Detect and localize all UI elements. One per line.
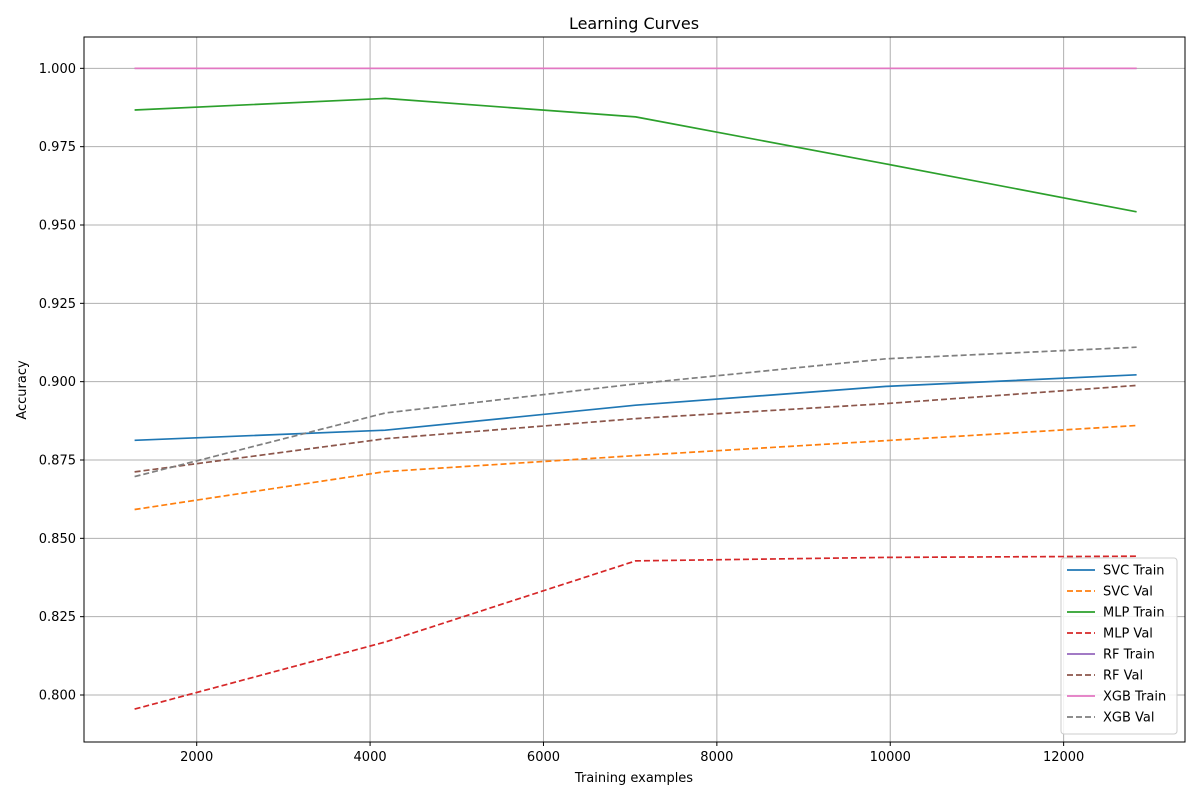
y-tick-label: 0.900 [39,375,76,390]
y-tick-label: 0.850 [39,532,76,547]
x-tick-label: 10000 [870,750,911,765]
y-tick-label: 0.925 [39,297,76,312]
x-tick-label: 4000 [354,750,387,765]
legend: SVC Train SVC Val MLP Train MLP Val RF Train… [1060,557,1178,735]
legend-box [1060,557,1178,735]
legend-label: XGB Val [1103,711,1155,726]
legend-label: SVC Val [1103,585,1153,600]
legend-label: MLP Train [1103,606,1165,621]
y-tick-label: 0.875 [39,454,76,469]
axis-ticks: 2000 4000 6000 8000 10000 12000 0.800 0.825 0.85… [39,62,1085,765]
series-line-mlp-train [134,97,1137,213]
legend-label: MLP Val [1103,627,1153,642]
x-tick-label: 6000 [527,750,560,765]
x-axis-label: Training examples [574,771,693,786]
legend-label: RF Val [1103,669,1143,684]
x-tick-label: 8000 [700,750,733,765]
series-line-rf-val [134,384,1137,473]
grid-lines [84,37,1185,742]
y-tick-label: 1.000 [39,62,76,77]
y-tick-label: 0.825 [39,610,76,625]
y-tick-label: 0.975 [39,140,76,155]
x-tick-label: 2000 [180,750,213,765]
y-tick-label: 0.800 [39,689,76,704]
series-line-mlp-val [134,555,1137,710]
series-lines [134,67,1137,710]
y-tick-label: 0.950 [39,219,76,234]
series-line-xgb-val [134,346,1137,478]
series-line-svc-train [134,373,1137,442]
legend-label: RF Train [1103,648,1155,663]
y-axis-label: Accuracy [15,360,30,420]
chart-title: Learning Curves [569,14,699,33]
series-line-svc-val [134,424,1137,511]
x-tick-label: 12000 [1043,750,1084,765]
legend-label: SVC Train [1103,564,1165,579]
plot-frame [83,36,1186,743]
legend-label: XGB Train [1103,690,1166,705]
